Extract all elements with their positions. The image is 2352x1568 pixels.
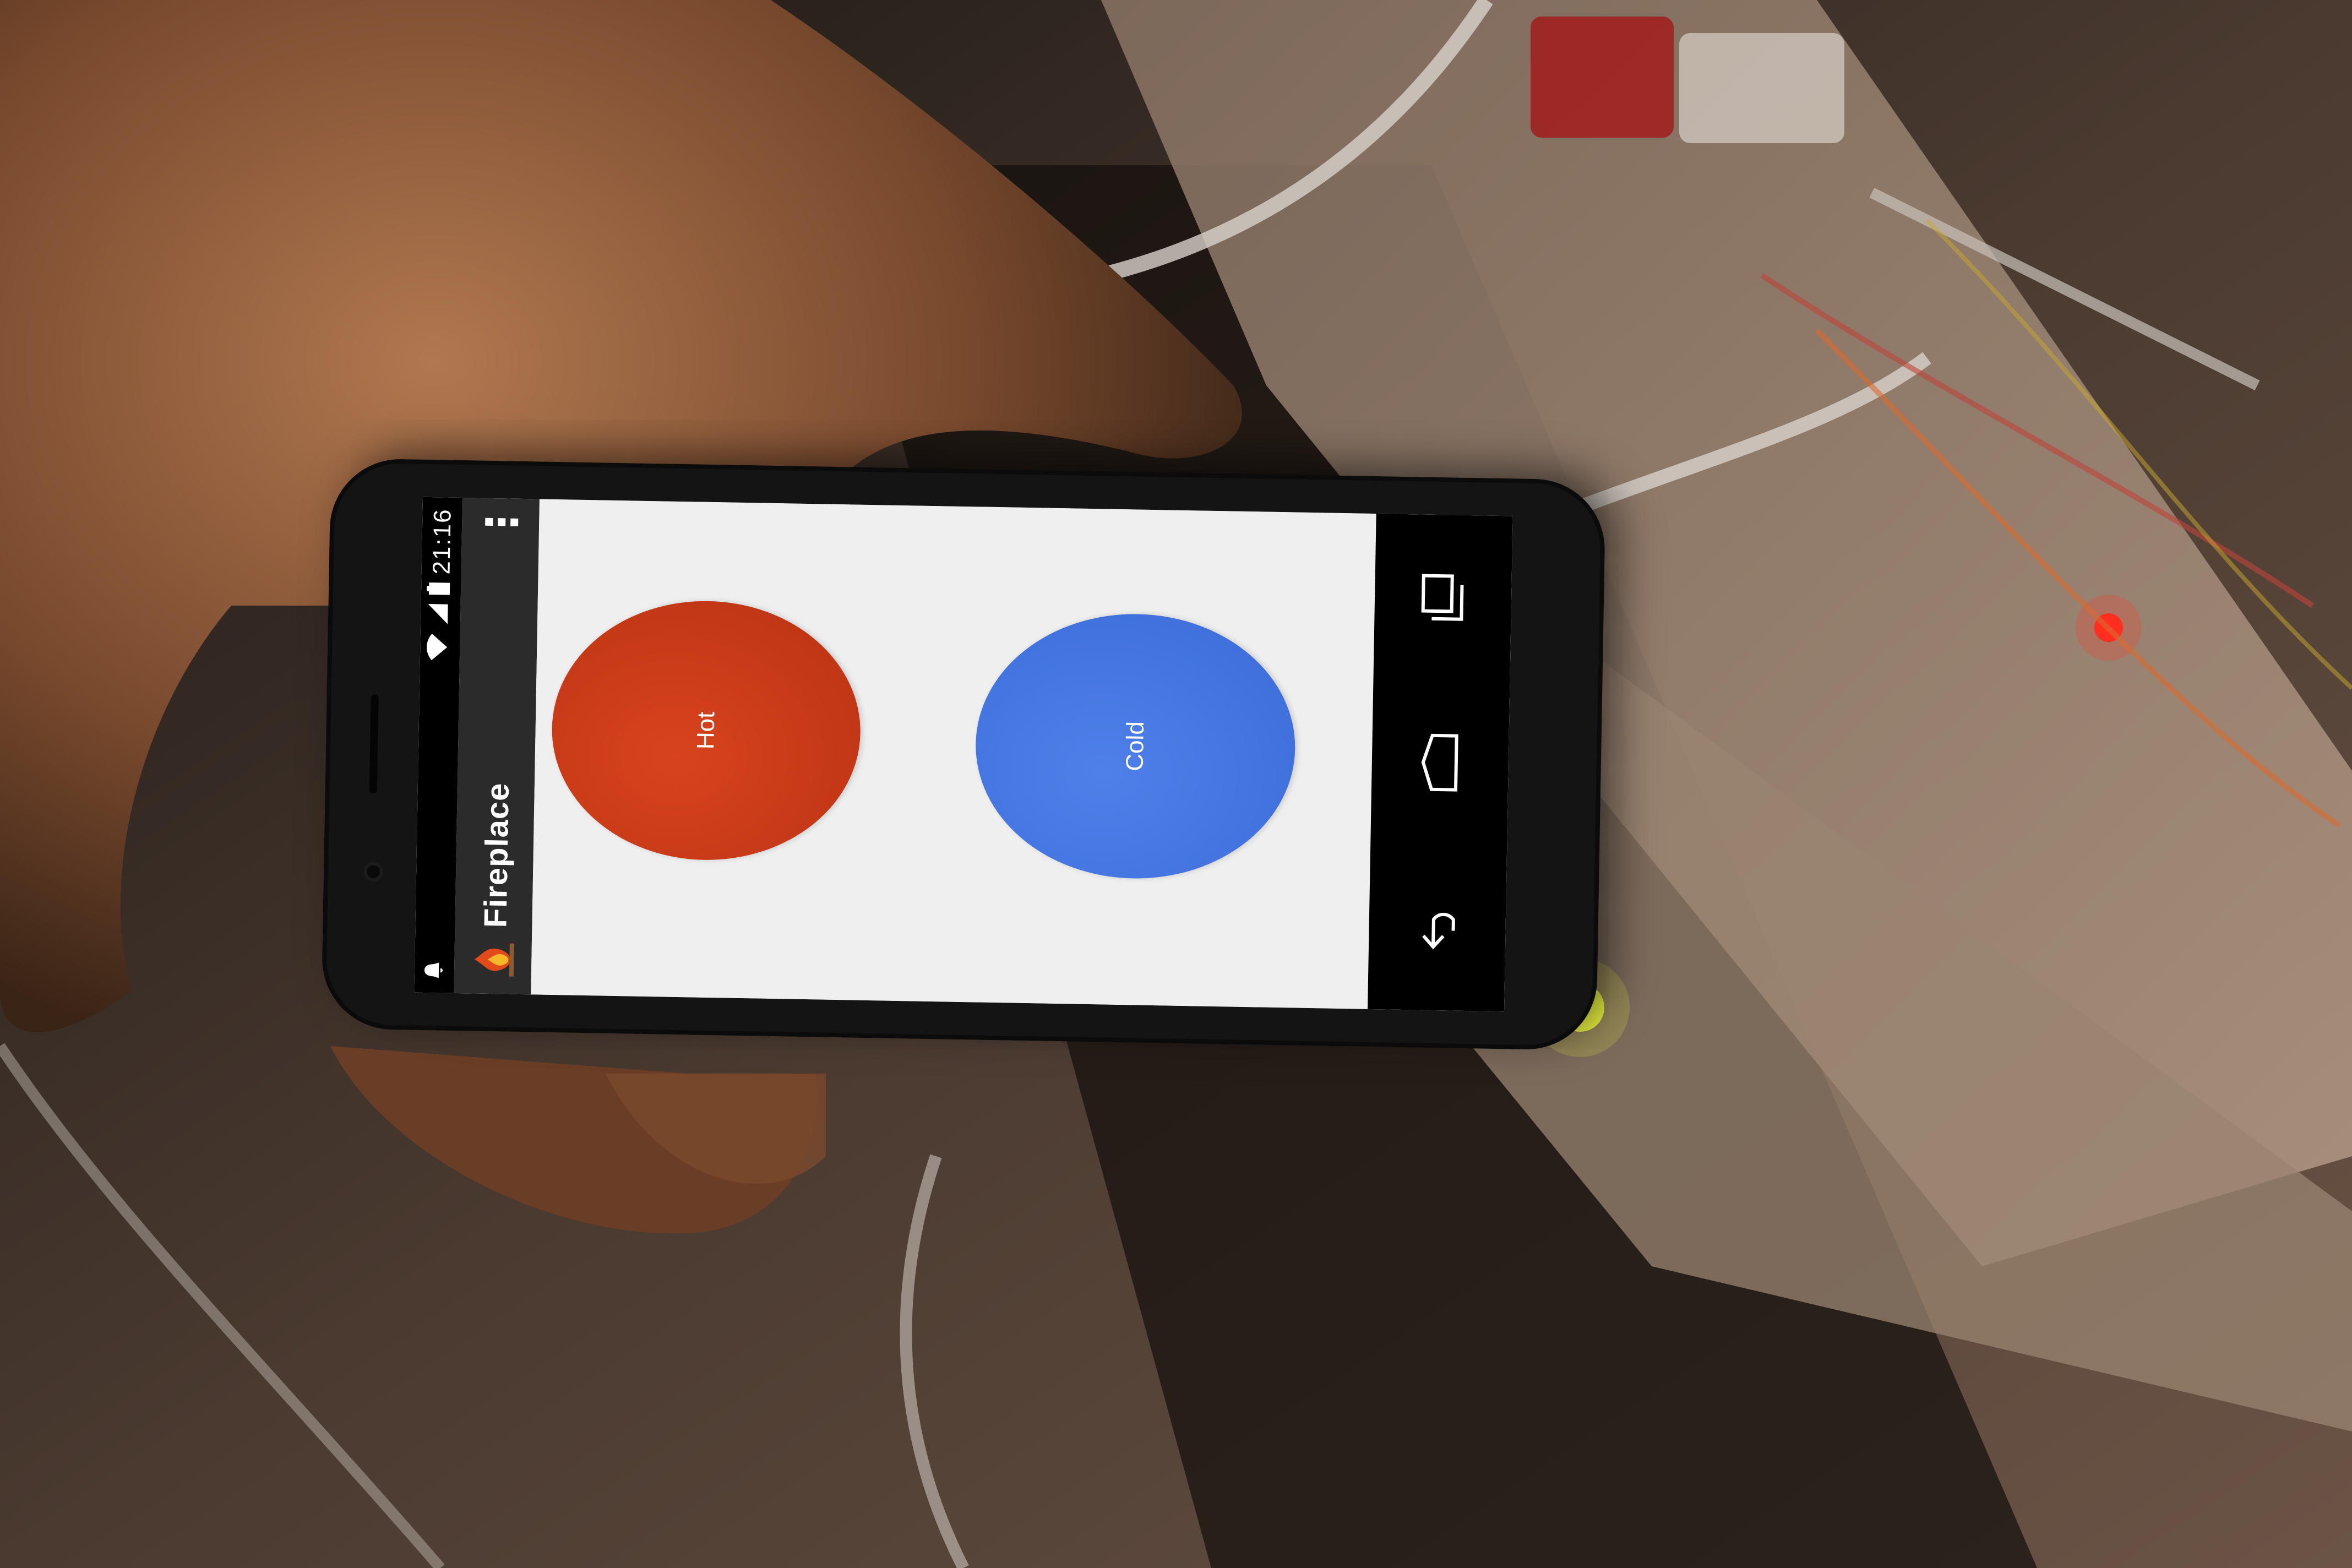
- battery-icon: [427, 582, 456, 596]
- status-notifications: [422, 961, 450, 980]
- home-icon[interactable]: [1407, 729, 1474, 796]
- navigation-bar: [1368, 514, 1513, 1012]
- action-bar: Fireplace: [454, 498, 540, 995]
- cold-button[interactable]: Cold: [973, 611, 1298, 881]
- hot-button[interactable]: Hot: [549, 598, 863, 863]
- hot-button-label: Hot: [692, 711, 720, 750]
- status-bar: 21:16: [414, 497, 462, 993]
- status-time: 21:16: [428, 508, 456, 575]
- notification-icon: [422, 961, 450, 980]
- screen: 21:16 Fireplace Hot: [414, 497, 1513, 1012]
- app-title: Fireplace: [477, 782, 516, 928]
- main-content: Hot Cold: [531, 499, 1376, 1009]
- cold-button-label: Cold: [1121, 721, 1150, 772]
- wifi-icon: [426, 633, 455, 662]
- overflow-menu-icon[interactable]: [485, 515, 519, 526]
- signal-icon: [427, 603, 455, 625]
- status-indicators: 21:16: [426, 508, 458, 662]
- phone: 21:16 Fireplace Hot: [325, 462, 1602, 1046]
- fireplace-app-icon: [471, 937, 515, 982]
- recents-icon[interactable]: [1409, 564, 1477, 631]
- back-icon[interactable]: [1404, 894, 1471, 961]
